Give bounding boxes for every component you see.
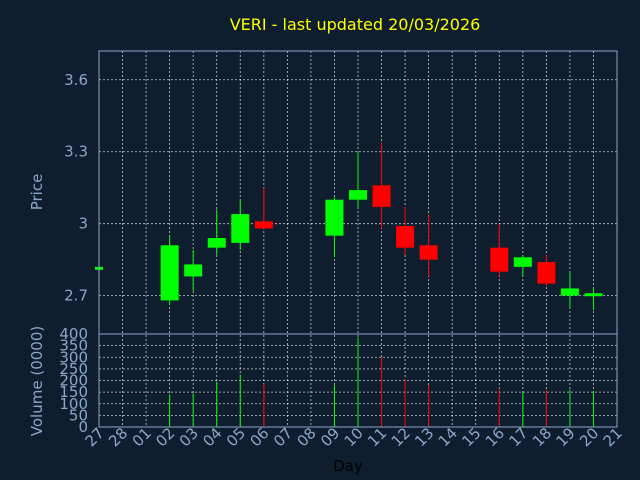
x-tick-label: 14: [435, 424, 461, 450]
tick-labels: 2728010203040506070809101112131415161718…: [59, 71, 625, 451]
x-tick-label: 13: [411, 424, 437, 450]
x-tick-label: 17: [505, 424, 531, 450]
candle-body: [513, 257, 532, 267]
candle-body: [349, 190, 367, 200]
volume-tick-label: 400: [59, 325, 88, 343]
x-tick-label: 02: [152, 424, 178, 450]
x-tick-label: 20: [576, 424, 602, 450]
price-tick-label: 3.6: [64, 71, 88, 89]
price-tick-label: 3.3: [64, 143, 88, 161]
x-tick-label: 11: [364, 424, 390, 450]
price-tick-label: 3: [78, 215, 88, 233]
candle-body: [160, 245, 179, 301]
candle-body: [231, 214, 250, 243]
candle-body: [396, 226, 415, 248]
candle-body: [490, 247, 509, 272]
candle-body: [584, 293, 603, 297]
x-tick-label: 21: [600, 424, 626, 450]
candle-body: [184, 264, 203, 277]
volume-tick-label: 350: [59, 337, 88, 355]
x-tick-label: 10: [341, 424, 367, 450]
volume-tick-label: 50: [69, 406, 88, 424]
volume-tick-label: 200: [59, 372, 88, 390]
volume-axis-label: Volume (0000): [28, 326, 46, 436]
x-tick-label: 18: [529, 424, 555, 450]
volume-tick-label: 300: [59, 348, 88, 366]
plot-frame: [98, 50, 618, 428]
volume-panel-border: [98, 333, 618, 428]
x-tick-label: 06: [246, 424, 272, 450]
candle-body: [560, 288, 579, 296]
volume-tick-label: 100: [59, 395, 88, 413]
price-axis-label: Price: [28, 174, 46, 211]
volume-bars: [169, 337, 594, 427]
x-tick-label: 15: [458, 424, 484, 450]
candle-body: [254, 221, 273, 229]
candles: [95, 142, 603, 311]
x-tick-label: 01: [129, 424, 155, 450]
x-tick-label: 28: [105, 424, 131, 450]
candle-body: [372, 185, 391, 207]
chart-title: VERI - last updated 20/03/2026: [230, 15, 481, 34]
candle-body: [537, 262, 556, 284]
x-tick-label: 03: [176, 424, 202, 450]
volume-tick-label: 150: [59, 383, 88, 401]
x-tick-label: 16: [482, 424, 508, 450]
x-tick-label: 04: [199, 424, 225, 450]
candle-body: [419, 245, 438, 260]
volume-tick-label: 0: [78, 418, 88, 436]
candle-body: [207, 238, 226, 248]
x-tick-label: 19: [553, 424, 579, 450]
price-tick-label: 2.7: [64, 287, 88, 305]
volume-tick-label: 250: [59, 360, 88, 378]
x-axis-label: Day: [333, 457, 363, 475]
x-tick-label: 05: [223, 424, 249, 450]
x-tick-label: 08: [294, 424, 320, 450]
x-tick-label: 12: [388, 424, 414, 450]
x-tick-label: 09: [317, 424, 343, 450]
candle-body: [325, 199, 344, 236]
x-tick-label: 07: [270, 424, 296, 450]
grid: [98, 51, 618, 427]
